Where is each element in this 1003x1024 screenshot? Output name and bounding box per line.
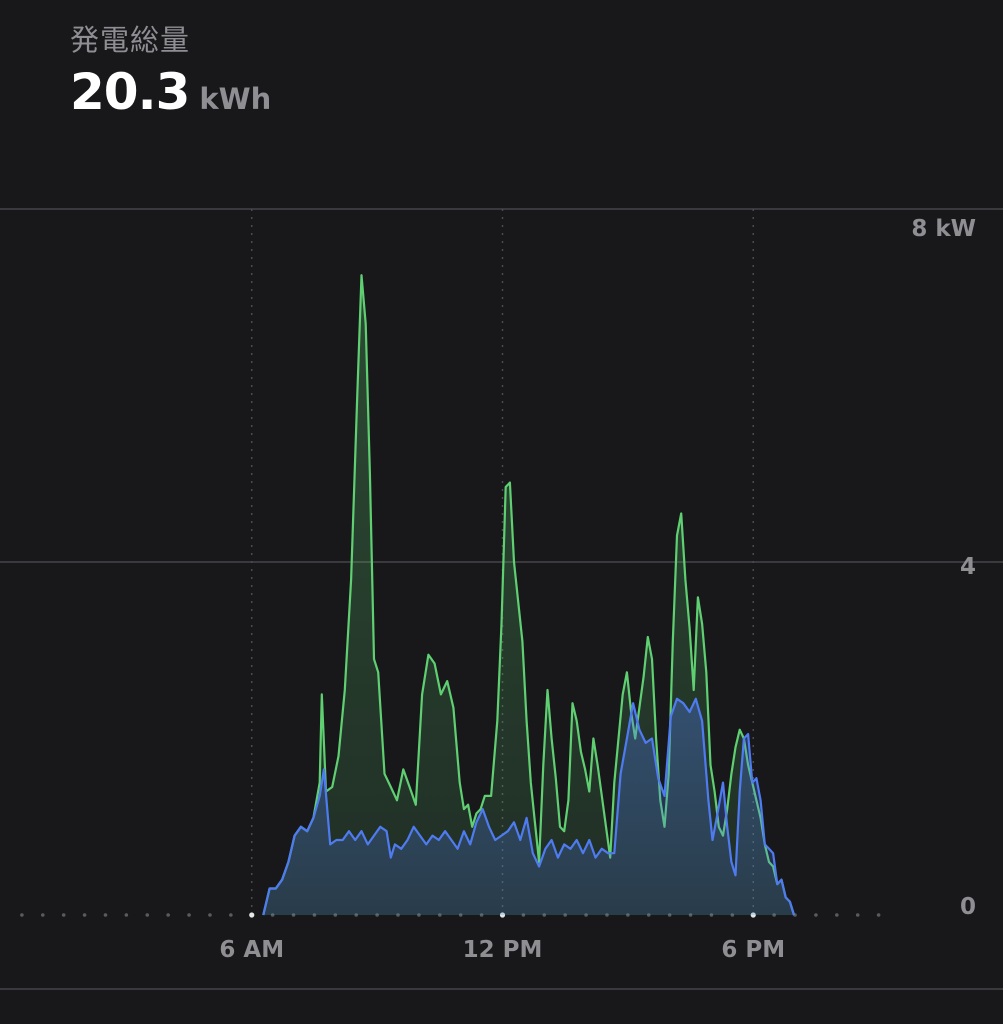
total-generation-value: 20.3 <box>70 63 190 121</box>
x-tick-label: 12 PM <box>463 937 543 963</box>
series-2-line <box>262 697 796 916</box>
baseline-dot <box>124 913 129 917</box>
baseline-dot <box>82 913 87 917</box>
baseline-dot <box>876 913 881 917</box>
x-tick-label: 6 PM <box>721 937 785 963</box>
series-2-area <box>263 698 794 915</box>
baseline-dot <box>855 913 860 917</box>
summary-header: 発電総量 20.3 kWh <box>70 22 271 120</box>
total-generation-label: 発電総量 <box>70 23 191 57</box>
x-tick-label: 6 AM <box>219 937 284 963</box>
series-1-line <box>262 274 796 916</box>
baseline-dot <box>229 913 233 917</box>
baseline-dot <box>40 913 45 917</box>
y-tick-label: 0 <box>960 894 976 920</box>
baseline-dot <box>208 913 212 917</box>
baseline-dot <box>249 912 255 918</box>
total-generation-row: 20.3 kWh <box>70 64 271 120</box>
series-1-area <box>263 275 794 915</box>
baseline-dot <box>187 913 191 917</box>
baseline-dot <box>835 913 839 917</box>
y-tick-label: 8 kW <box>911 216 976 242</box>
baseline-dot <box>814 913 818 917</box>
baseline-dot <box>61 913 66 917</box>
y-tick-label: 4 <box>960 554 976 580</box>
baseline-dot <box>103 913 108 917</box>
total-generation-unit: kWh <box>199 82 272 116</box>
baseline-dot <box>166 913 170 917</box>
baseline-dot <box>20 913 24 917</box>
baseline-dot <box>145 913 150 917</box>
